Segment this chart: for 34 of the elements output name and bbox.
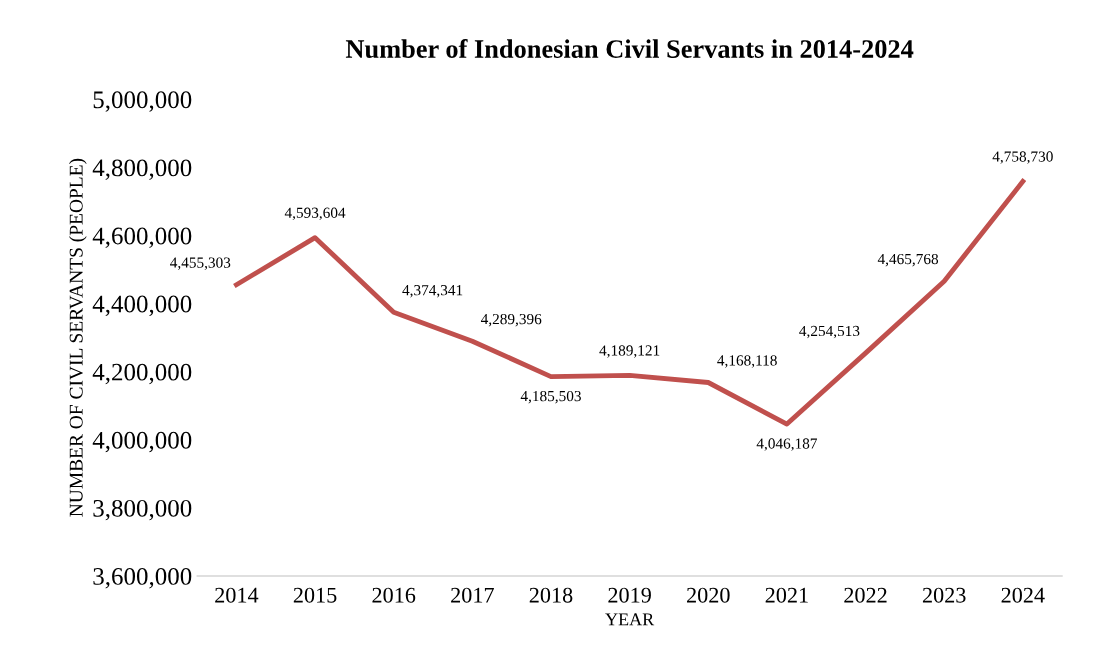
y-tick-label: 4,800,000 xyxy=(92,159,192,180)
data-label: 4,289,396 xyxy=(480,313,542,327)
data-label: 4,254,513 xyxy=(799,325,860,339)
x-tick-label: 2021 xyxy=(765,587,808,603)
data-label: 4,758,730 xyxy=(992,151,1053,164)
x-tick-label: 2015 xyxy=(293,587,337,603)
y-tick-label: 3,800,000 xyxy=(93,499,192,521)
y-tick-label: 4,600,000 xyxy=(92,227,192,248)
data-label: 4,593,604 xyxy=(284,207,346,221)
line-series xyxy=(233,179,1026,427)
x-tick-label: 2022 xyxy=(844,587,887,603)
x-tick-label: 2024 xyxy=(1001,587,1045,603)
y-tick-label: 3,600,000 xyxy=(93,567,192,589)
data-label: 4,189,121 xyxy=(599,345,660,358)
chart-title: Number of Indonesian Civil Servants in 2014-2024 xyxy=(345,39,914,58)
data-label: 4,465,768 xyxy=(877,253,939,267)
x-tick-label: 2017 xyxy=(451,587,494,603)
x-tick-label: 2014 xyxy=(215,587,259,603)
y-tick-label: 4,200,000 xyxy=(92,363,192,385)
y-tick-label: 4,400,000 xyxy=(92,295,192,317)
x-tick-label: 2019 xyxy=(608,587,651,603)
x-axis-title: YEAR xyxy=(605,613,655,626)
data-label: 4,374,341 xyxy=(402,285,463,298)
y-axis-title: NUMBER OF CIVIL SERVANTS (PEOPLE) xyxy=(69,158,87,517)
x-tick-label: 2023 xyxy=(922,587,966,603)
data-label: 4,455,303 xyxy=(170,257,231,270)
data-label: 4,185,503 xyxy=(520,390,581,404)
x-tick-label: 2020 xyxy=(687,587,730,603)
y-tick-label: 5,000,000 xyxy=(93,91,192,112)
data-label: 4,046,187 xyxy=(756,438,818,451)
x-tick-label: 2018 xyxy=(529,587,573,603)
x-tick-label: 2016 xyxy=(372,587,416,603)
y-tick-label: 4,000,000 xyxy=(92,431,192,453)
data-label: 4,168,118 xyxy=(717,355,777,368)
